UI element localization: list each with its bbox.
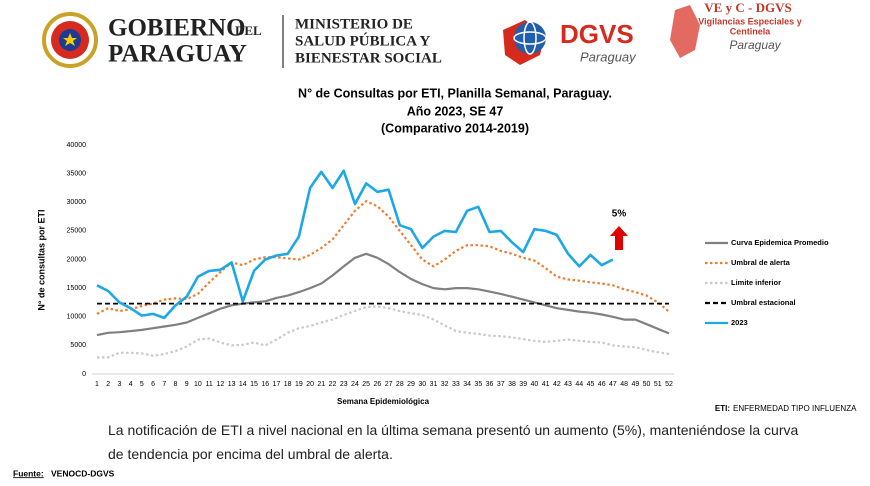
x-tick-label: 10 <box>194 381 202 388</box>
ministry-text: SALUD PÚBLICA Y <box>295 32 430 49</box>
gov-text: PARAGUAY <box>108 41 247 68</box>
x-tick-label: 49 <box>631 381 639 388</box>
note-label: ETI: <box>715 404 730 413</box>
y-tick-label: 25000 <box>67 228 87 235</box>
legend-label: Limite inferior <box>731 278 781 287</box>
chart-title: Año 2023, SE 47 <box>407 104 504 118</box>
body-text: La notificación de ETI a nivel nacional … <box>108 422 799 462</box>
x-tick-label: 7 <box>162 381 166 388</box>
y-tick-label: 5000 <box>70 342 86 349</box>
legend-label: Curva Epidemica Promedio <box>731 238 829 247</box>
x-tick-label: 47 <box>609 381 617 388</box>
series-line <box>97 305 670 359</box>
x-tick-label: 6 <box>151 381 155 388</box>
x-tick-label: 35 <box>474 381 482 388</box>
vec-logo <box>670 5 700 58</box>
x-tick-label: 27 <box>385 381 393 388</box>
x-tick-label: 23 <box>340 381 348 388</box>
dgvs-sub: Paraguay <box>580 49 637 64</box>
series-line <box>96 169 614 320</box>
legend-label: 2023 <box>731 318 748 327</box>
y-tick-label: 40000 <box>67 142 87 149</box>
vec-title: VE y C - DGVS <box>704 0 791 15</box>
x-tick-label: 3 <box>117 381 121 388</box>
y-tick-label: 30000 <box>67 199 87 206</box>
x-tick-label: 9 <box>185 381 189 388</box>
source: VENOCD-DGVS <box>51 468 115 478</box>
x-tick-label: 48 <box>620 381 628 388</box>
legend-label: Umbral estacional <box>731 298 796 307</box>
note: ENFERMEDAD TIPO INFLUENZA <box>733 404 857 413</box>
y-tick-label: 10000 <box>67 314 87 321</box>
gov-text: DEL <box>235 23 262 38</box>
x-tick-label: 29 <box>407 381 415 388</box>
x-tick-label: 25 <box>362 381 370 388</box>
y-tick-label: 20000 <box>67 256 87 263</box>
x-tick-label: 33 <box>452 381 460 388</box>
x-tick-label: 15 <box>250 381 258 388</box>
x-tick-label: 19 <box>295 381 303 388</box>
legend-label: Umbral de alerta <box>731 258 791 267</box>
x-tick-label: 39 <box>519 381 527 388</box>
x-tick-label: 12 <box>216 381 224 388</box>
x-tick-label: 45 <box>587 381 595 388</box>
annotation: 5% <box>612 209 627 220</box>
x-tick-label: 1 <box>95 381 99 388</box>
x-tick-label: 41 <box>542 381 550 388</box>
y-axis-title: N° de consultas por ETI <box>36 209 46 310</box>
x-tick-label: 24 <box>351 381 359 388</box>
ministry-text: MINISTERIO DE <box>295 16 413 32</box>
increase-arrow <box>610 226 628 250</box>
seal-logo <box>42 12 98 68</box>
gov-text: GOBIERNO <box>108 15 246 42</box>
x-tick-label: 5 <box>140 381 144 388</box>
y-tick-label: 35000 <box>67 170 87 177</box>
y-tick-label: 0 <box>82 371 86 378</box>
x-tick-label: 38 <box>508 381 516 388</box>
x-tick-label: 4 <box>129 381 133 388</box>
source-label: Fuente: <box>13 468 44 478</box>
x-tick-label: 44 <box>575 381 583 388</box>
x-tick-label: 34 <box>463 381 471 388</box>
x-tick-label: 21 <box>317 381 325 388</box>
x-tick-label: 46 <box>598 381 606 388</box>
dgvs-logo <box>503 20 547 65</box>
x-tick-label: 40 <box>531 381 539 388</box>
vec-sub: Vigilancias Especiales y <box>698 16 801 26</box>
x-tick-label: 43 <box>564 381 572 388</box>
chart-title: (Comparativo 2014-2019) <box>381 121 529 135</box>
x-tick-label: 28 <box>396 381 404 388</box>
x-tick-label: 51 <box>654 381 662 388</box>
vec-sub: Centinela <box>730 26 772 36</box>
x-tick-label: 14 <box>239 381 247 388</box>
x-tick-label: 18 <box>284 381 292 388</box>
vec-country: Paraguay <box>729 38 781 52</box>
x-tick-label: 20 <box>306 381 314 388</box>
x-tick-label: 31 <box>430 381 438 388</box>
series-line <box>96 200 670 315</box>
x-tick-label: 8 <box>174 381 178 388</box>
x-tick-label: 17 <box>273 381 281 388</box>
chart-title: N° de Consultas por ETI, Planilla Semana… <box>298 86 612 100</box>
x-tick-label: 50 <box>643 381 651 388</box>
x-tick-label: 37 <box>497 381 505 388</box>
x-tick-label: 2 <box>106 381 110 388</box>
x-tick-label: 16 <box>261 381 269 388</box>
x-tick-label: 30 <box>418 381 426 388</box>
x-tick-label: 11 <box>206 381 213 388</box>
x-tick-label: 13 <box>228 381 236 388</box>
x-tick-label: 22 <box>329 381 337 388</box>
x-tick-label: 32 <box>441 381 449 388</box>
x-tick-label: 42 <box>553 381 561 388</box>
x-tick-label: 36 <box>486 381 494 388</box>
x-tick-label: 26 <box>373 381 381 388</box>
series-line <box>96 252 670 337</box>
x-tick-label: 52 <box>665 381 673 388</box>
ministry-text: BIENESTAR SOCIAL <box>295 50 442 66</box>
y-tick-label: 15000 <box>67 285 87 292</box>
dgvs-text: DGVS <box>560 19 634 49</box>
x-axis-title: Semana Epidemiológica <box>337 397 430 406</box>
